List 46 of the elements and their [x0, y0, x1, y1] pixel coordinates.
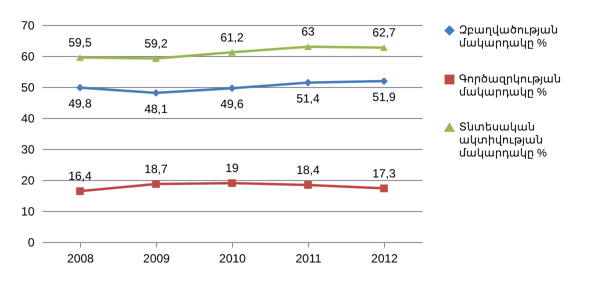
y-tick-label: 0	[28, 236, 35, 250]
x-tick-label: 2010	[219, 252, 246, 266]
point	[152, 180, 160, 188]
y-tick-label: 10	[21, 204, 35, 218]
point	[152, 55, 160, 62]
data-label: 49,6	[220, 97, 244, 112]
x-tick-label: 2012	[371, 252, 398, 266]
point	[228, 48, 236, 56]
data-label: 19	[225, 161, 239, 176]
point	[304, 43, 312, 50]
data-label: 62,7	[372, 26, 396, 40]
point	[76, 54, 84, 61]
y-tick-label: 60	[21, 50, 35, 64]
point	[380, 184, 388, 192]
y-tick-label: 20	[21, 174, 35, 188]
y-tick-label: 50	[21, 80, 35, 94]
data-label: 63	[301, 24, 315, 39]
y-tick-label: 70	[21, 18, 35, 32]
data-label: 17,3	[372, 166, 396, 180]
point	[304, 181, 312, 189]
point	[152, 89, 160, 97]
x-tick-label: 2011	[296, 252, 322, 266]
data-label: 51,4	[296, 92, 320, 106]
data-label: 49,8	[68, 96, 92, 111]
data-label: 18,7	[144, 162, 168, 176]
x-tick-label: 2008	[67, 252, 94, 266]
point	[228, 179, 236, 187]
y-tick-label: 30	[21, 142, 35, 156]
legend-label: Տնտեսական ակտիվության մակարդակը %	[459, 122, 548, 160]
y-tick-label: 40	[21, 112, 35, 126]
legend-label: Գործազրկության մակարդակը %	[459, 74, 561, 98]
data-label: 18,4	[296, 162, 320, 177]
point	[76, 187, 84, 196]
legend-label: Զբաղվածության մակարդակը %	[459, 24, 558, 50]
data-label: 59,5	[68, 36, 92, 50]
point	[380, 77, 388, 85]
data-label: 48,1	[144, 102, 168, 116]
data-label: 51,9	[372, 90, 396, 104]
point	[76, 84, 84, 92]
data-label: 59,2	[144, 36, 168, 50]
point	[380, 44, 388, 51]
x-tick-label: 2009	[143, 252, 170, 266]
point	[304, 78, 312, 87]
data-label: 61,2	[220, 30, 244, 44]
data-label: 16,4	[68, 169, 92, 184]
point	[228, 84, 236, 92]
